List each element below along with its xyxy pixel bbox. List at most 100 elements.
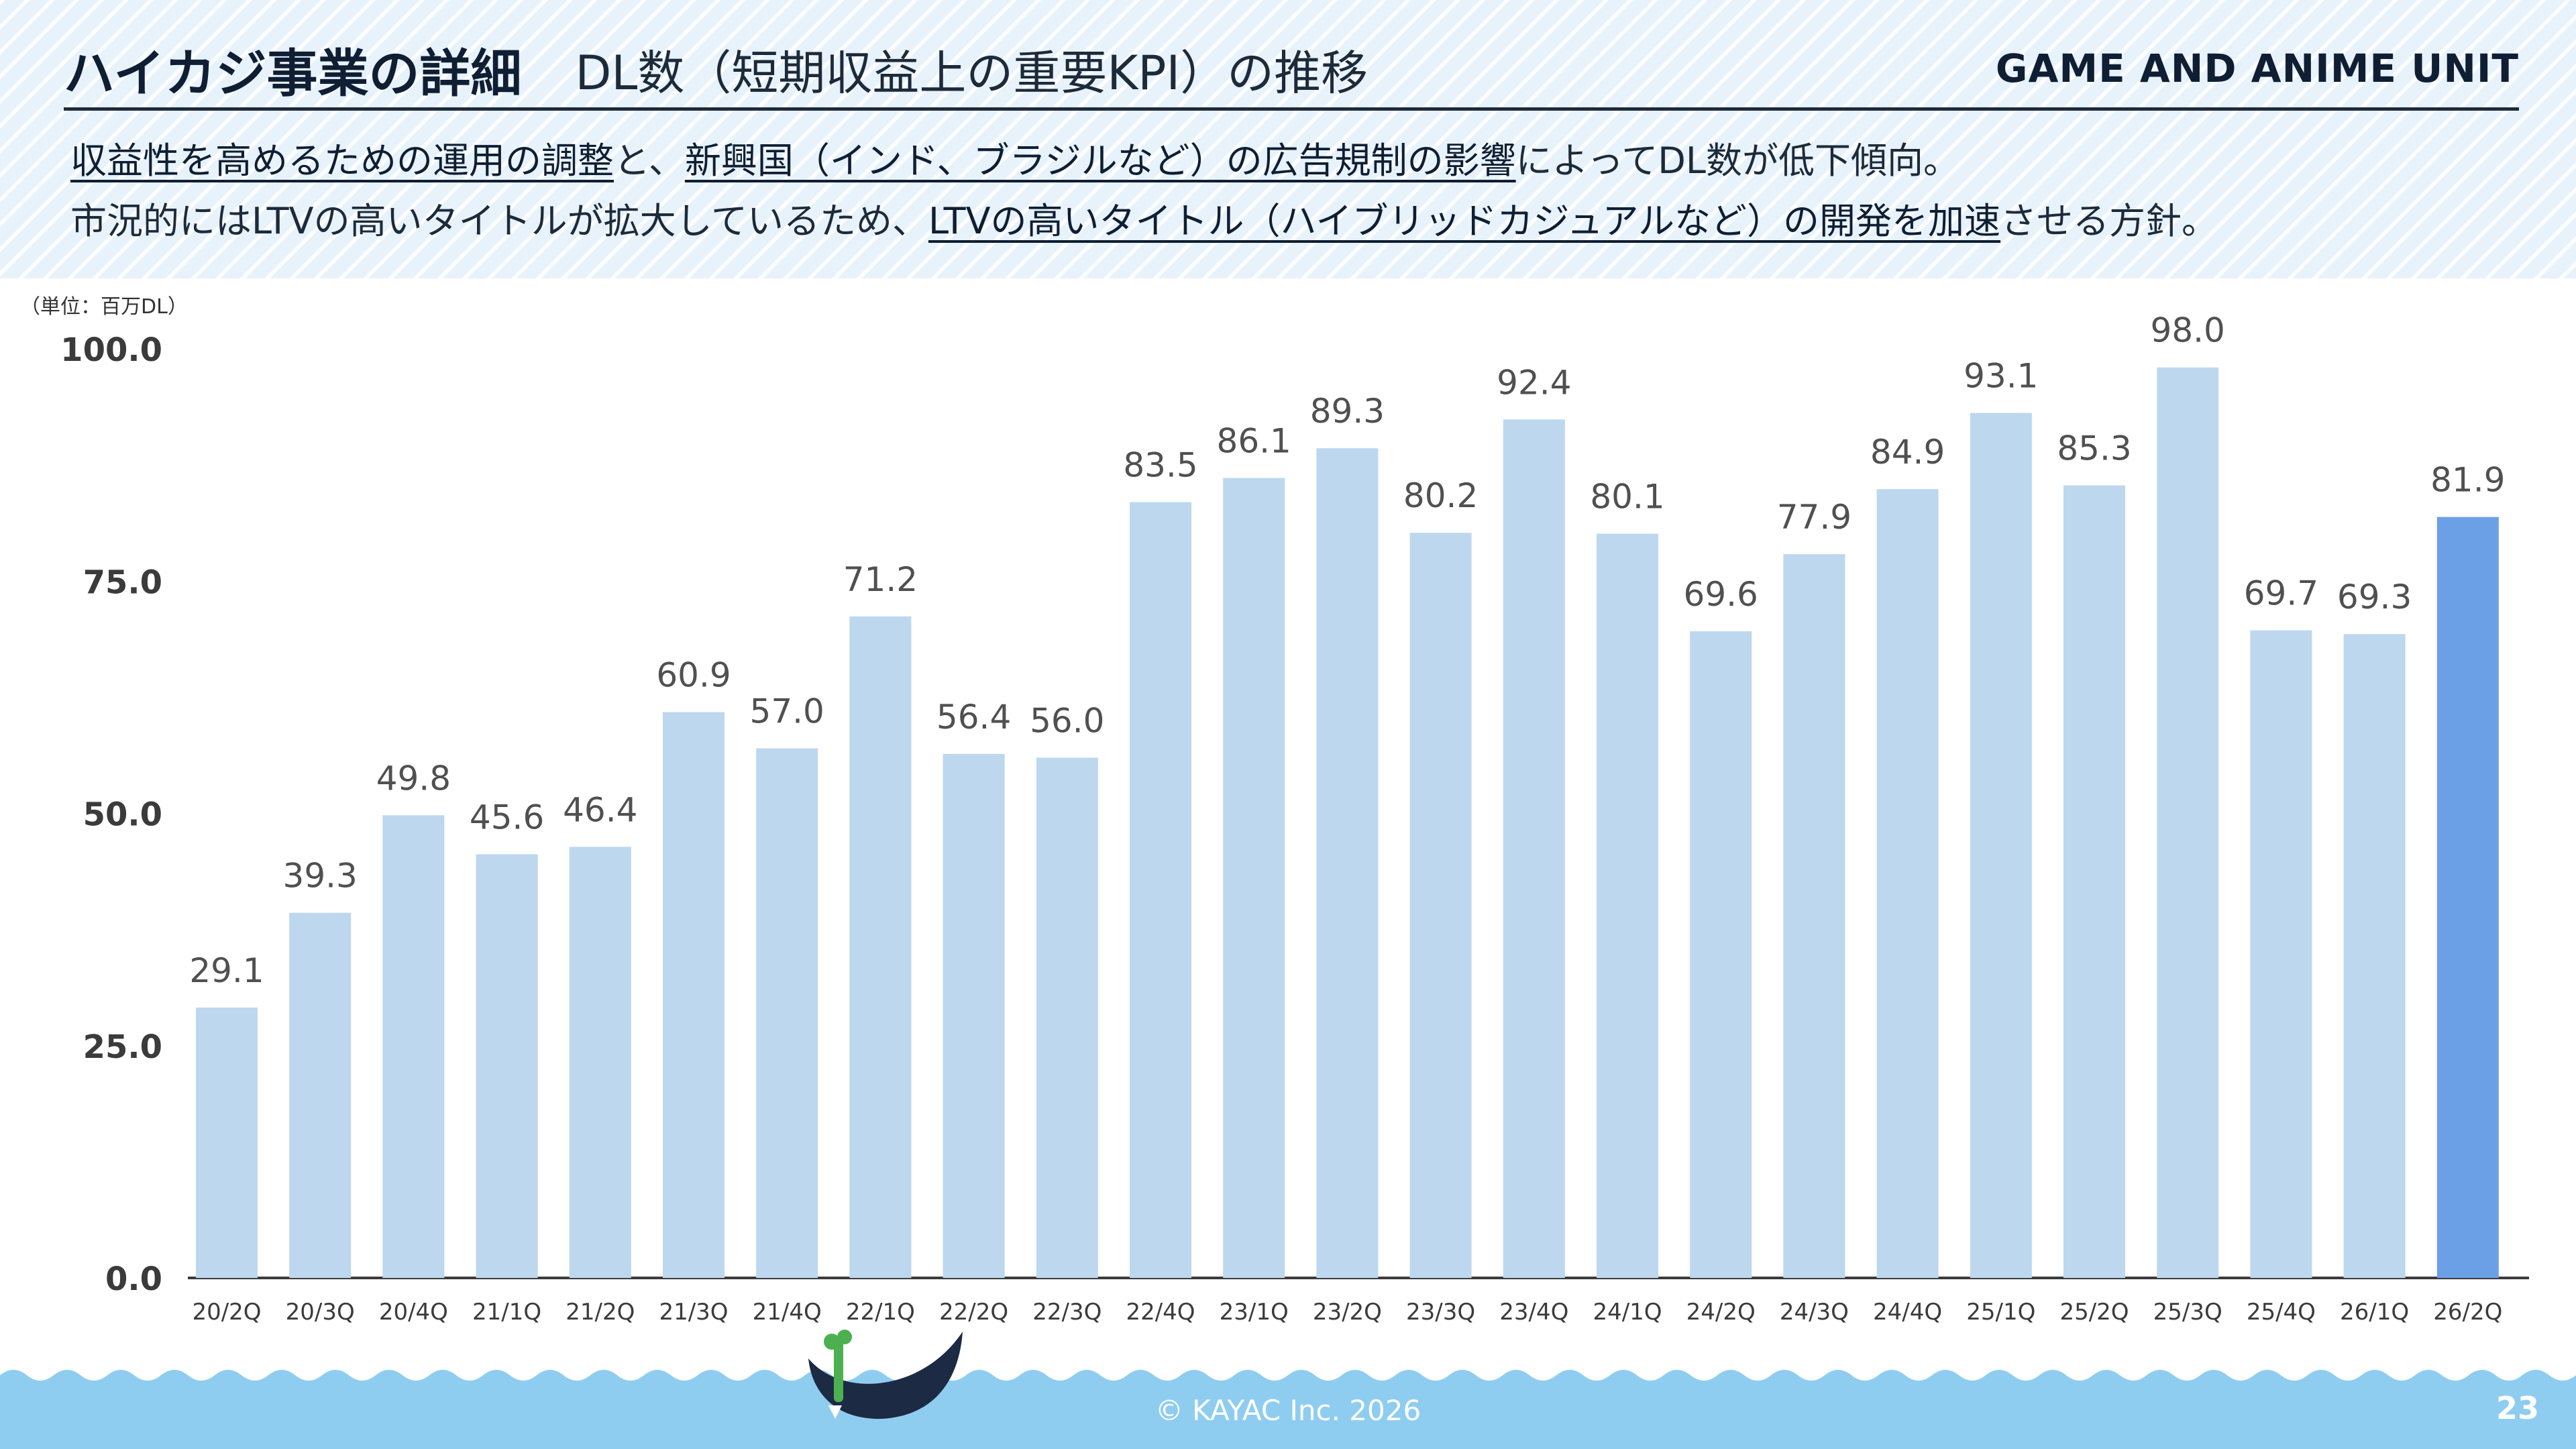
title-row: ハイカジ事業の詳細 DL数（短期収益上の重要KPI）の推移 bbox=[64, 32, 2519, 106]
x-tick-label: 21/2Q bbox=[566, 1299, 635, 1326]
data-label: 80.2 bbox=[1403, 476, 1478, 515]
bar bbox=[1409, 533, 1472, 1278]
bar bbox=[1223, 478, 1285, 1278]
summary-text: 収益性を高めるための運用の調整と、新興国（インド、ブラジルなど）の広告規制の影響… bbox=[70, 131, 2519, 252]
data-label: 81.9 bbox=[2430, 461, 2505, 500]
x-tick-label: 24/4Q bbox=[1873, 1299, 1942, 1326]
x-tick-label: 21/3Q bbox=[659, 1299, 728, 1326]
bar bbox=[2436, 517, 2499, 1278]
bar bbox=[2343, 634, 2406, 1278]
data-label: 93.1 bbox=[1964, 357, 2038, 396]
bar bbox=[1316, 448, 1379, 1278]
x-tick-label: 22/1Q bbox=[846, 1299, 915, 1326]
x-tick-label: 22/3Q bbox=[1032, 1299, 1102, 1326]
y-tick-label: 0.0 bbox=[105, 1260, 162, 1298]
bar bbox=[943, 753, 1005, 1278]
x-tick-label: 25/4Q bbox=[2247, 1299, 2316, 1326]
x-tick-label: 22/2Q bbox=[939, 1299, 1008, 1326]
wave-shape bbox=[0, 1370, 2576, 1449]
page-title: ハイカジ事業の詳細 bbox=[64, 44, 522, 103]
summary-emphasis-3: LTVの高いタイトル（ハイブリッドカジュアルなど）の開発を加速 bbox=[928, 200, 2001, 242]
x-tick-label: 24/1Q bbox=[1593, 1299, 1662, 1326]
data-label: 56.0 bbox=[1030, 701, 1104, 740]
x-tick-label: 20/4Q bbox=[379, 1299, 448, 1326]
data-label: 98.0 bbox=[2151, 311, 2225, 350]
x-tick-label: 23/4Q bbox=[1499, 1299, 1568, 1326]
wave-footer bbox=[0, 1370, 2576, 1449]
bar bbox=[2157, 367, 2219, 1279]
x-tick-label: 23/2Q bbox=[1313, 1299, 1382, 1326]
data-label: 29.1 bbox=[189, 951, 264, 990]
page-number: 23 bbox=[2496, 1390, 2539, 1426]
x-tick-label: 20/3Q bbox=[286, 1299, 355, 1326]
x-tick-label: 26/2Q bbox=[2433, 1299, 2502, 1326]
chart-unit-note: （単位：百万DL） bbox=[20, 295, 188, 319]
data-label: 57.0 bbox=[750, 692, 824, 731]
data-label: 89.3 bbox=[1310, 392, 1385, 431]
summary-emphasis-1: 収益性を高めるための運用の調整 bbox=[70, 140, 614, 182]
y-tick-label: 50.0 bbox=[83, 796, 162, 834]
bar bbox=[849, 616, 912, 1278]
title-divider bbox=[64, 107, 2519, 111]
bar bbox=[476, 854, 538, 1278]
bar bbox=[2063, 485, 2125, 1278]
data-label: 56.4 bbox=[936, 698, 1011, 737]
data-label: 69.7 bbox=[2244, 574, 2318, 613]
bar bbox=[1876, 489, 1939, 1278]
header-background bbox=[0, 0, 2576, 278]
summary-text-2: によってDL数が低下傾向。 bbox=[1515, 140, 1960, 182]
x-tick-label: 21/1Q bbox=[472, 1299, 541, 1326]
bar bbox=[1597, 533, 1658, 1278]
bar bbox=[382, 815, 445, 1278]
x-tick-label: 23/3Q bbox=[1406, 1299, 1475, 1326]
x-tick-label: 26/1Q bbox=[2340, 1299, 2409, 1326]
bar bbox=[196, 1007, 258, 1278]
bar bbox=[1130, 502, 1191, 1278]
x-tick-label: 22/4Q bbox=[1126, 1299, 1195, 1326]
bar bbox=[569, 847, 631, 1278]
x-tick-label: 24/3Q bbox=[1780, 1299, 1849, 1326]
bar bbox=[1036, 757, 1098, 1278]
data-label: 39.3 bbox=[283, 857, 358, 896]
unit-name: GAME AND ANIME UNIT bbox=[1995, 46, 2519, 91]
x-tick-label: 25/3Q bbox=[2153, 1299, 2222, 1326]
data-label: 85.3 bbox=[2057, 429, 2131, 468]
data-label: 69.3 bbox=[2337, 578, 2412, 616]
y-tick-label: 100.0 bbox=[60, 331, 162, 369]
bar bbox=[2250, 630, 2312, 1278]
x-tick-label: 20/2Q bbox=[192, 1299, 261, 1326]
page-subtitle: DL数（短期収益上の重要KPI）の推移 bbox=[575, 45, 1368, 101]
copyright: © KAYAC Inc. 2026 bbox=[1155, 1394, 1421, 1427]
x-tick-label: 24/2Q bbox=[1686, 1299, 1756, 1326]
data-label: 60.9 bbox=[656, 656, 731, 695]
y-tick-label: 25.0 bbox=[83, 1028, 162, 1066]
data-label: 84.9 bbox=[1870, 433, 1945, 472]
data-label: 49.8 bbox=[376, 759, 451, 798]
summary-emphasis-2: 新興国（インド、ブラジルなど）の広告規制の影響 bbox=[684, 140, 1516, 182]
data-label: 80.1 bbox=[1590, 478, 1664, 517]
mascot-canoe-icon bbox=[808, 1330, 963, 1419]
data-label: 45.6 bbox=[470, 798, 544, 837]
x-tick-label: 25/1Q bbox=[1966, 1299, 2035, 1326]
dl-bar-chart: 0.0 25.0 50.0 75.0 100.0 29.1 20/2Q 39.3 20/3Q 49… bbox=[60, 311, 2529, 1326]
data-label: 46.4 bbox=[563, 790, 637, 829]
data-label: 71.2 bbox=[843, 560, 918, 599]
data-label: 69.6 bbox=[1684, 575, 1758, 614]
bar bbox=[1783, 554, 1845, 1279]
x-tick-label: 25/2Q bbox=[2059, 1299, 2129, 1326]
bar bbox=[756, 748, 818, 1278]
bar bbox=[1503, 419, 1565, 1278]
x-tick-label: 23/1Q bbox=[1220, 1299, 1289, 1326]
summary-text-3: 市況的にはLTVの高いタイトルが拡大しているため、 bbox=[70, 200, 928, 242]
summary-line-1: 収益性を高めるための運用の調整と、新興国（インド、ブラジルなど）の広告規制の影響… bbox=[70, 131, 2519, 191]
summary-text-4: させる方針。 bbox=[2000, 200, 2218, 242]
summary-text-1: と、 bbox=[614, 140, 685, 182]
data-label: 83.5 bbox=[1123, 446, 1197, 485]
bar bbox=[663, 712, 724, 1278]
y-tick-label: 75.0 bbox=[83, 564, 162, 601]
x-tick-label: 21/4Q bbox=[753, 1299, 822, 1326]
bar bbox=[289, 912, 352, 1278]
summary-line-2: 市況的にはLTVの高いタイトルが拡大しているため、LTVの高いタイトル（ハイブリ… bbox=[70, 191, 2519, 252]
data-label: 77.9 bbox=[1777, 498, 1851, 537]
data-label: 86.1 bbox=[1217, 422, 1291, 461]
